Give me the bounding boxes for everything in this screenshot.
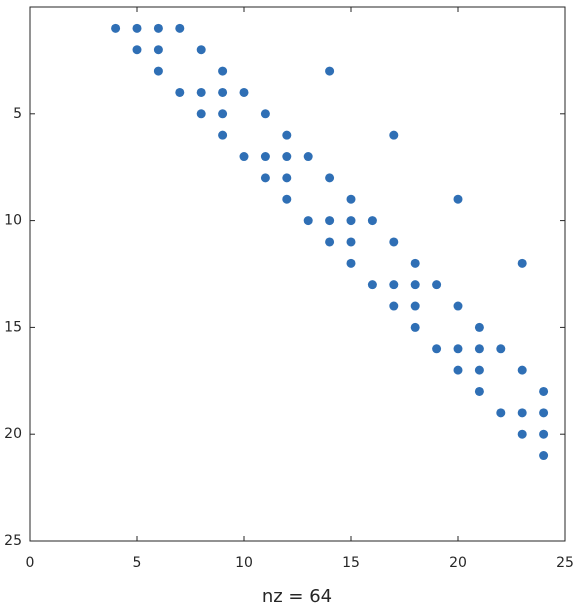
point	[282, 194, 292, 204]
x-axis-label: nz = 64	[262, 586, 332, 606]
point	[175, 87, 185, 97]
point	[346, 237, 356, 247]
point	[389, 301, 399, 311]
point	[453, 301, 463, 311]
point	[282, 130, 292, 140]
point	[325, 216, 335, 226]
point	[303, 216, 313, 226]
point	[410, 301, 420, 311]
point	[346, 216, 356, 226]
point	[260, 152, 270, 162]
point	[496, 344, 506, 354]
point	[239, 152, 249, 162]
point	[474, 322, 484, 332]
point	[432, 344, 442, 354]
point	[367, 216, 377, 226]
point	[196, 45, 206, 55]
point	[539, 429, 549, 439]
point	[260, 173, 270, 183]
x-tick-label: 15	[342, 555, 360, 571]
x-tick-label: 25	[556, 555, 574, 571]
point	[175, 23, 185, 33]
point	[410, 322, 420, 332]
x-tick-label: 0	[26, 555, 35, 571]
point	[474, 386, 484, 396]
point	[196, 109, 206, 119]
point	[474, 365, 484, 375]
plot-frame	[29, 6, 566, 542]
point	[325, 237, 335, 247]
point	[539, 386, 549, 396]
point	[453, 365, 463, 375]
point	[111, 23, 121, 33]
x-tick-label: 5	[133, 555, 142, 571]
point	[517, 365, 527, 375]
point	[153, 23, 163, 33]
point	[303, 152, 313, 162]
point	[410, 280, 420, 290]
point	[132, 23, 142, 33]
point	[496, 408, 506, 418]
point	[153, 66, 163, 76]
point	[239, 87, 249, 97]
point	[218, 109, 228, 119]
point	[453, 194, 463, 204]
point	[410, 258, 420, 268]
point	[346, 258, 356, 268]
point	[539, 408, 549, 418]
point	[218, 130, 228, 140]
point	[517, 429, 527, 439]
point	[260, 109, 270, 119]
point	[367, 280, 377, 290]
point	[282, 152, 292, 162]
point	[389, 130, 399, 140]
y-tick-label: 20	[4, 426, 22, 442]
x-tick-label: 10	[235, 555, 253, 571]
point	[432, 280, 442, 290]
point	[517, 408, 527, 418]
point	[153, 45, 163, 55]
point	[282, 173, 292, 183]
point	[453, 344, 463, 354]
point	[218, 66, 228, 76]
point	[389, 237, 399, 247]
point	[346, 194, 356, 204]
point	[132, 45, 142, 55]
y-tick-label: 15	[4, 319, 22, 335]
point	[325, 173, 335, 183]
point	[539, 451, 549, 461]
point	[325, 66, 335, 76]
y-tick-label: 5	[13, 106, 22, 122]
point	[389, 280, 399, 290]
y-tick-label: 25	[4, 533, 22, 549]
point	[218, 87, 228, 97]
point	[474, 344, 484, 354]
point	[517, 258, 527, 268]
x-tick-label: 20	[449, 555, 467, 571]
point	[196, 87, 206, 97]
y-tick-label: 10	[4, 213, 22, 229]
